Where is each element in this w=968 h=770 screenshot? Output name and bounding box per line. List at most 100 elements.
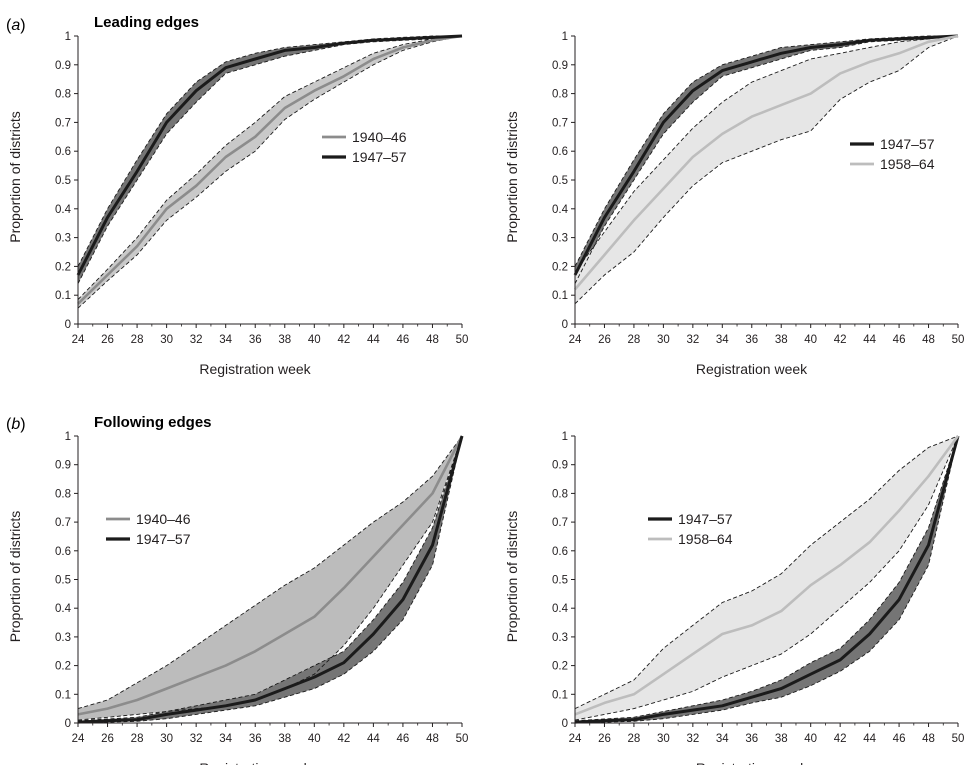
y-tick-label: 1 [562,431,568,443]
x-tick-label: 44 [367,334,380,346]
x-tick-label: 30 [657,733,670,745]
y-tick-label: 0.8 [552,89,568,101]
x-tick-label: 42 [337,334,350,346]
y-axis-label: Proportion of districts [7,511,23,643]
y-tick-label: 1 [65,31,71,43]
x-tick-label: 34 [219,733,232,745]
legend-label-1958-64: 1958–64 [678,531,733,547]
x-axis-label: Registration week [199,361,311,377]
y-tick-label: 0.3 [552,233,568,245]
series-line-1947-57 [574,435,960,724]
x-tick-label: 40 [308,334,321,346]
y-tick-label: 0.6 [55,546,71,558]
lower-bound-1958-64 [574,35,959,305]
x-tick-label: 42 [337,733,350,745]
x-tick-label: 26 [101,733,114,745]
lower-bound-1940-46 [77,35,463,309]
band-1958-64 [575,436,958,721]
x-tick-label: 30 [160,334,173,346]
y-tick-label: 0.3 [55,233,71,245]
x-tick-label: 28 [628,334,641,346]
x-tick-label: 36 [745,733,758,745]
x-tick-label: 48 [426,733,439,745]
y-tick-label: 0.6 [552,146,568,158]
legend-label-1958-64: 1958–64 [880,156,935,172]
x-tick-label: 26 [101,334,114,346]
y-tick-label: 0.9 [552,60,568,72]
y-axis-label: Proportion of districts [504,511,520,643]
x-tick-label: 32 [686,733,699,745]
x-tick-label: 28 [628,733,641,745]
band-1940-46 [78,436,462,721]
x-tick-label: 32 [190,334,203,346]
x-tick-label: 50 [456,733,469,745]
x-tick-label: 34 [219,334,232,346]
x-tick-label: 40 [804,334,817,346]
panel-title-b: Following edges [94,414,212,431]
chart-b-left: 0 0.1 0.2 0.3 0.4 0.5 0.6 0.7 0.8 0.9 1 24 26 28 30 32 3… [7,431,469,770]
x-axis-label: Registration week [696,760,808,765]
series-line-1940-46 [77,34,463,305]
upper-bound-1947-57 [77,435,463,722]
y-tick-label: 0.2 [55,661,71,673]
lower-bound-1958-64 [574,435,959,721]
panel-letter-a: (a) [6,17,26,34]
x-tick-label: 36 [249,733,262,745]
y-tick-label: 0 [562,718,568,730]
band-1958-64 [575,36,958,304]
charts: 0 0.1 0.2 0.3 0.4 0.5 0.6 0.7 0.8 0.9 1 24 26 28 30 32 3… [7,31,964,770]
series-line-1947-57 [76,34,463,276]
chart-a-right: 0 0.1 0.2 0.3 0.4 0.5 0.6 0.7 0.8 0.9 1 24 26 28 30 32 3… [504,31,964,377]
x-tick-label: 38 [775,733,788,745]
y-tick-label: 0.5 [552,175,568,187]
y-tick-label: 0.1 [55,689,71,701]
legend: 1947–57 1958–64 [648,511,733,547]
y-tick-label: 0.7 [552,117,568,129]
y-tick-label: 0.1 [552,290,568,302]
x-tick-label: 24 [569,733,582,745]
y-tick-label: 0.6 [552,546,568,558]
y-tick-label: 0.8 [55,488,71,500]
x-tick-label: 46 [397,733,410,745]
x-tick-label: 46 [397,334,410,346]
y-tick-label: 0.5 [552,575,568,587]
y-tick-label: 0.1 [55,290,71,302]
legend: 1947–57 1958–64 [850,136,935,172]
y-tick-label: 0.4 [55,204,72,216]
x-axis-label: Registration week [696,361,808,377]
x-tick-label: 46 [893,334,906,346]
legend-label-1940-46: 1940–46 [136,511,191,527]
legend: 1940–46 1947–57 [322,129,407,165]
y-tick-label: 0.6 [55,146,71,158]
y-tick-label: 0.2 [55,261,71,273]
y-tick-label: 0.3 [55,632,71,644]
chart-a-left: 0 0.1 0.2 0.3 0.4 0.5 0.6 0.7 0.8 0.9 1 24 26 28 30 32 3… [7,31,468,377]
x-tick-label: 48 [426,334,439,346]
legend: 1940–46 1947–57 [106,511,191,547]
series-line-1947-57 [573,34,959,276]
y-tick-label: 0.7 [552,517,568,529]
y-tick-label: 0.4 [55,603,72,615]
x-tick-label: 44 [367,733,380,745]
upper-bound-1940-46 [77,435,463,710]
upper-bound-1947-57 [574,435,959,722]
y-axis-label: Proportion of districts [504,111,520,243]
x-tick-label: 42 [834,334,847,346]
legend-label-1947-57: 1947–57 [136,531,191,547]
y-tick-label: 0.5 [55,175,71,187]
x-tick-label: 50 [456,334,469,346]
chart-b-right: 0 0.1 0.2 0.3 0.4 0.5 0.6 0.7 0.8 0.9 1 24 26 28 30 32 3… [504,431,964,770]
x-axis-label: Registration week [199,760,311,765]
x-tick-label: 40 [308,733,321,745]
panel-letter-b: (b) [6,416,26,433]
x-tick-label: 46 [893,733,906,745]
x-tick-label: 48 [922,334,935,346]
x-tick-label: 34 [716,334,729,346]
y-tick-label: 0 [562,319,568,331]
y-tick-label: 0.9 [55,460,71,472]
legend-label-1947-57: 1947–57 [678,511,733,527]
x-tick-label: 38 [278,334,291,346]
y-tick-label: 1 [562,31,568,43]
y-tick-label: 0 [65,718,71,730]
